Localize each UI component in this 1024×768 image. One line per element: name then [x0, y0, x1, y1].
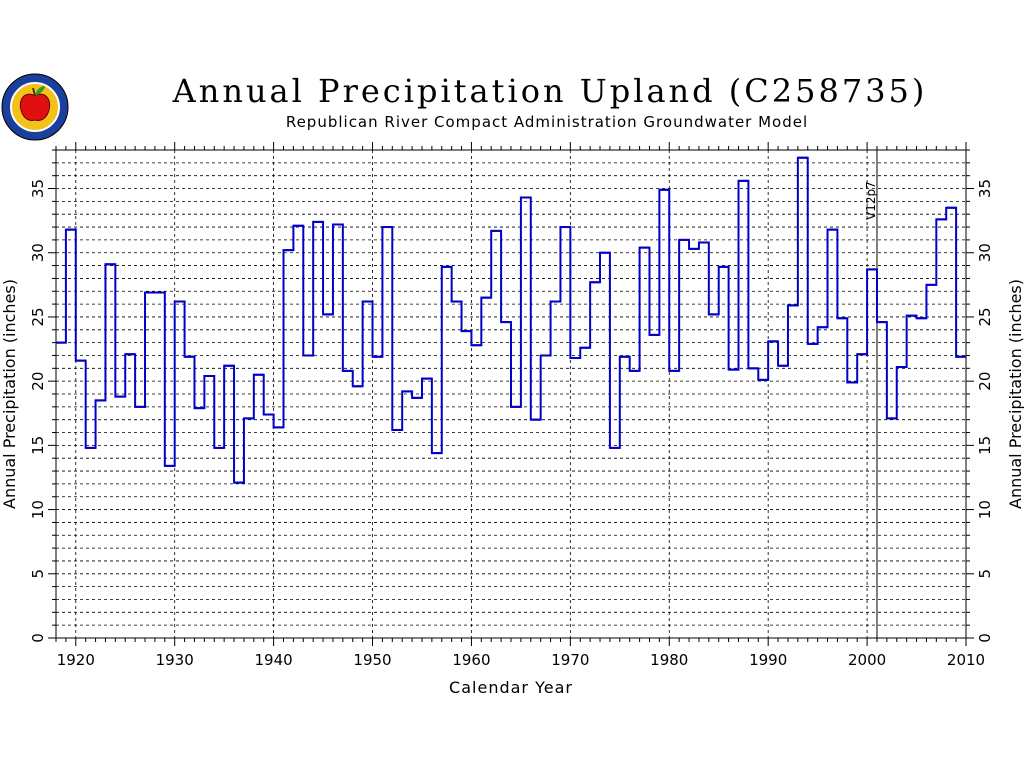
chart-title: Annual Precipitation Upland (C258735): [172, 72, 928, 110]
y-tick-label-left: 25: [29, 307, 47, 326]
y-tick-label-left: 20: [29, 372, 47, 391]
y-tick-label-right: 15: [976, 436, 994, 455]
grid: [56, 150, 966, 638]
y-tick-label-left: 0: [29, 633, 47, 643]
y-tick-label-right: 5: [976, 569, 994, 579]
x-tick-label: 2000: [848, 651, 886, 669]
x-tick-label: 1960: [452, 651, 490, 669]
data-series: [56, 156, 966, 484]
chart-subtitle: Republican River Compact Administration …: [285, 113, 809, 131]
apple-stem-icon: [32, 87, 36, 97]
y-tick-label-left: 35: [29, 179, 47, 198]
y-tick-label-left: 30: [29, 243, 47, 262]
apple-leaf-icon: [35, 86, 45, 96]
x-tick-label: 2010: [947, 651, 985, 669]
x-tick-label: 1950: [353, 651, 391, 669]
y-tick-label-right: 10: [976, 500, 994, 519]
y-tick-label-left: 5: [29, 569, 47, 579]
y-tick-label-right: 20: [976, 372, 994, 391]
y-tick-label-left: 10: [29, 500, 47, 519]
x-tick-label: 1990: [749, 651, 787, 669]
x-axis-label: Calendar Year: [449, 678, 573, 697]
y-tick-label-right: 35: [976, 179, 994, 198]
y-tick-label-left: 15: [29, 436, 47, 455]
x-tick-label: 1930: [156, 651, 194, 669]
logo-seal: [1, 73, 69, 141]
plot-frame: [48, 142, 974, 646]
precipitation-step-line: [56, 156, 966, 484]
y-tick-label-right: 0: [976, 633, 994, 643]
y-axis-label-left: Annual Precipitation (inches): [0, 279, 19, 509]
x-tick-label: 1980: [650, 651, 688, 669]
apple-icon: [19, 93, 51, 121]
x-tick-label: 1920: [57, 651, 95, 669]
x-tick-label: 1940: [255, 651, 293, 669]
y-tick-label-right: 25: [976, 307, 994, 326]
annotation-label: V12p7: [864, 181, 878, 220]
y-axis-label-right: Annual Precipitation (inches): [1006, 279, 1024, 509]
y-tick-label-right: 30: [976, 243, 994, 262]
x-tick-label: 1970: [551, 651, 589, 669]
